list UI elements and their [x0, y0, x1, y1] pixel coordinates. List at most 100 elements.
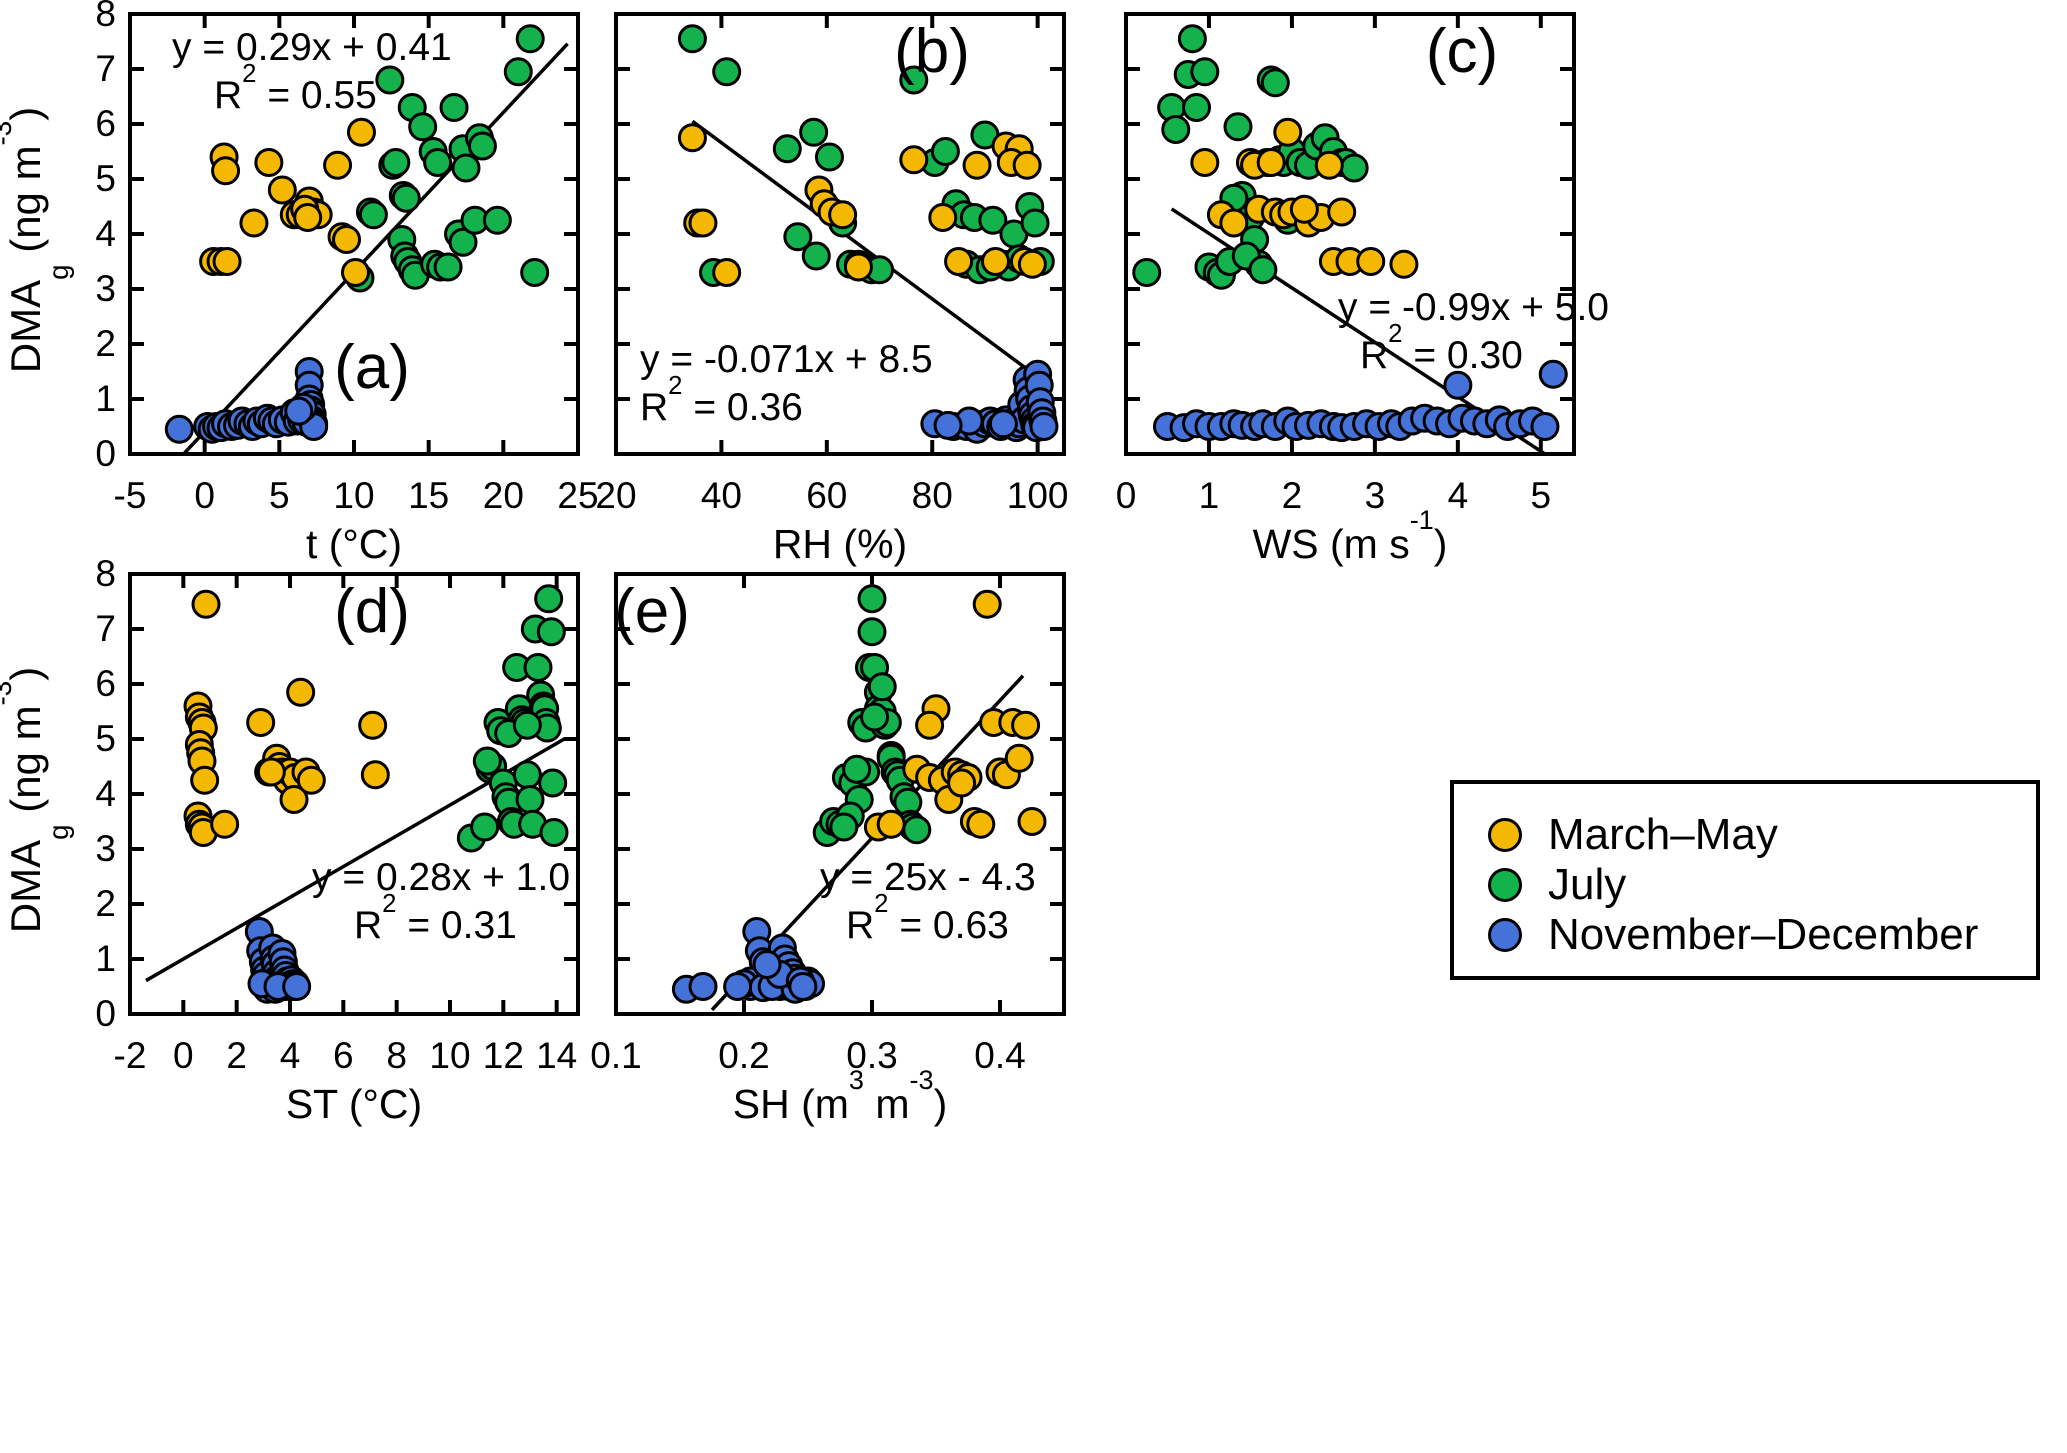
data-point [772, 134, 802, 164]
x-tick-label: 4 [1448, 475, 1469, 516]
data-point [933, 410, 963, 440]
data-point [899, 65, 929, 95]
legend-item-november-december: November–December [1488, 910, 2002, 960]
series-november-december [920, 359, 1059, 444]
x-tick-label: 10 [429, 1035, 470, 1076]
data-point [1132, 258, 1162, 287]
panel-label: (a) [334, 333, 410, 402]
x-tick-label: 80 [912, 475, 953, 516]
data-point [360, 760, 390, 790]
fit-r2: R2 = 0.55 [214, 60, 377, 117]
legend-swatch-november-december [1488, 918, 1522, 952]
y-tick-label: 4 [95, 773, 116, 814]
data-point [915, 710, 945, 740]
data-point [842, 754, 872, 784]
fit-r2: R2 = 0.30 [1360, 320, 1523, 377]
x-tick-label: 3 [1365, 475, 1386, 516]
y-tick-label: 6 [95, 103, 116, 144]
x-tick-label: 4 [280, 1035, 301, 1076]
data-point [1273, 117, 1303, 147]
data-point [1017, 249, 1047, 279]
fit-equation: y = -0.071x + 8.5 [640, 338, 933, 381]
data-point [451, 153, 481, 183]
data-point [536, 617, 566, 647]
fit-r2: R2 = 0.63 [846, 890, 1009, 947]
data-point [515, 24, 545, 54]
series-march-may [199, 117, 376, 287]
x-tick-label: 0.2 [718, 1035, 769, 1076]
data-point [164, 414, 194, 444]
series-november-december [244, 917, 312, 1004]
series-july [456, 584, 569, 853]
x-tick-label: 6 [333, 1035, 354, 1076]
x-tick-label: 0.4 [974, 1035, 1025, 1076]
fit-r2: R2 = 0.31 [354, 890, 517, 947]
data-point [1538, 359, 1568, 389]
series-november-december [671, 917, 826, 1004]
data-point [381, 148, 411, 177]
data-point [1012, 150, 1042, 180]
data-point [829, 812, 859, 842]
legend-swatch-july [1488, 868, 1522, 902]
data-point [433, 252, 463, 282]
data-point [677, 123, 707, 153]
y-tick-label: 1 [95, 938, 116, 979]
data-point [282, 972, 312, 1001]
x-tick-label: 8 [386, 1035, 407, 1076]
data-point [947, 768, 977, 798]
fit-equation: y = 0.29x + 0.41 [172, 26, 452, 69]
data-point [503, 57, 533, 87]
x-tick-label: 40 [701, 475, 742, 516]
data-point [296, 765, 326, 795]
data-point [375, 65, 405, 95]
data-point [1443, 370, 1473, 400]
data-point [1182, 93, 1212, 122]
fit-annotation: y = -0.071x + 8.5R2 = 0.36 [640, 338, 933, 429]
data-point [1389, 249, 1419, 279]
y-tick-label: 6 [95, 663, 116, 704]
data-point [801, 241, 831, 271]
x-tick-label: 5 [1531, 475, 1552, 516]
data-point [677, 24, 707, 54]
fit-annotation: y = -0.99x + 5.0R2 = 0.30 [1338, 286, 1609, 377]
panel-label: (b) [894, 17, 970, 86]
x-axis-title: SH (m3 m-3) [733, 1065, 947, 1127]
data-point [799, 117, 829, 147]
x-tick-label: 10 [333, 475, 374, 516]
legend-item-july: July [1488, 860, 2002, 910]
series-november-december [1152, 359, 1568, 443]
data-point [539, 818, 569, 847]
legend: March–May July November–December [1450, 780, 2040, 980]
y-tick-label: 2 [95, 323, 116, 364]
panel-c: 0 1 2 3 4 5 WS (m s-1) y = -0.99x + 5.0R2 = 0.3… [1116, 12, 1609, 567]
series-march-may [183, 589, 390, 847]
ylabel-row2: DMAg (ng m-3) [0, 667, 74, 933]
data-point [783, 222, 813, 252]
data-point [966, 809, 996, 839]
data-point [1020, 208, 1050, 238]
regression-line [182, 42, 569, 454]
x-tick-label: -2 [114, 1035, 147, 1076]
data-point [323, 150, 353, 180]
legend-label-november-december: November–December [1548, 910, 1979, 959]
x-tick-label: 0 [1116, 475, 1137, 516]
data-point [515, 785, 545, 814]
ylabel-row1-text: DMAg (ng m-3) [0, 107, 74, 373]
data-point [828, 200, 858, 230]
data-point [286, 677, 316, 707]
data-point [470, 812, 500, 842]
data-point [467, 131, 497, 161]
data-point [1004, 743, 1034, 773]
data-point [332, 225, 362, 254]
x-tick-label: 1 [1199, 475, 1220, 516]
x-tick-label: 15 [408, 475, 449, 516]
data-point [712, 258, 742, 287]
data-point [1223, 112, 1253, 142]
data-point [1177, 24, 1207, 54]
x-tick-label: 60 [806, 475, 847, 516]
data-point [988, 409, 1018, 439]
y-tick-label: 2 [95, 883, 116, 924]
data-point [688, 208, 718, 238]
